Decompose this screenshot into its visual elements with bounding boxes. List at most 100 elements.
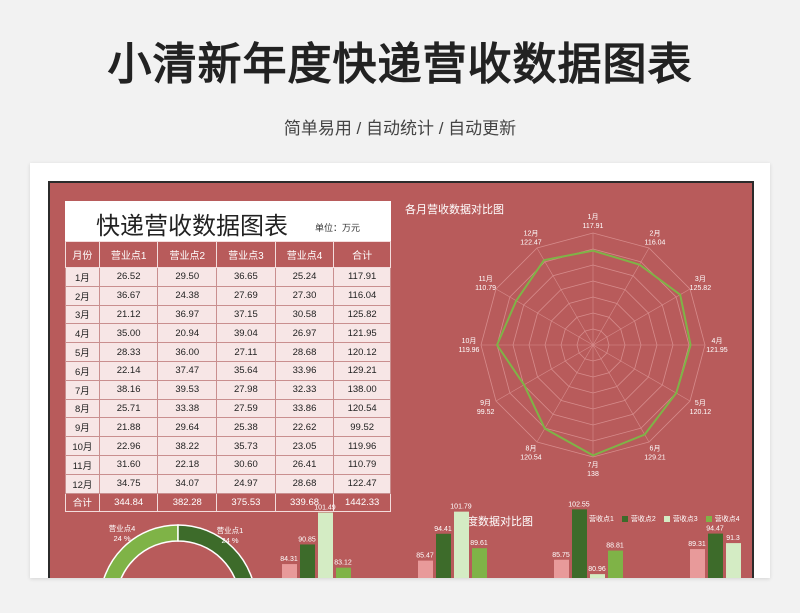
total-cell: 1442.33 (333, 492, 391, 513)
radar-chart-title: 各月营收数据对比图 (405, 204, 504, 216)
value-cell: 33.86 (274, 398, 335, 419)
radar-value-label: 110.79 (475, 285, 496, 292)
month-cell: 3月 (65, 304, 100, 325)
radar-value-label: 121.95 (706, 347, 728, 354)
radar-axis-line (495, 288, 594, 346)
table-title: 快递营收数据图表 (96, 213, 288, 240)
radar-value-label: 120.54 (520, 454, 542, 461)
bar-value-label: 88.81 (606, 543, 624, 550)
value-cell: 27.30 (274, 285, 335, 306)
radar-axis-line (592, 344, 650, 443)
bar (708, 533, 723, 578)
value-cell: 34.07 (157, 473, 218, 494)
table-row: 6月 22.14 37.47 35.64 33.96 129.21 (65, 360, 391, 381)
total-cell: 339.68 (274, 492, 335, 513)
header-point3: 营业点3 (216, 241, 276, 268)
value-cell: 129.21 (333, 360, 391, 381)
value-cell: 33.38 (157, 398, 218, 419)
value-cell: 35.00 (98, 323, 159, 344)
value-cell: 22.62 (274, 417, 335, 438)
donut-slice (177, 524, 253, 578)
bar-value-label: 101.79 (450, 504, 472, 511)
value-cell: 36.65 (216, 267, 276, 287)
value-cell: 138.00 (333, 379, 391, 400)
legend-label: 营收点3 (672, 516, 698, 523)
value-cell: 22.18 (157, 454, 218, 475)
radar-category-label: 8月 (526, 444, 537, 452)
header-point4: 营业点4 (274, 241, 335, 268)
bar (554, 559, 569, 578)
legend-label: 营收点4 (714, 516, 740, 523)
bar (300, 544, 315, 578)
value-cell: 27.69 (216, 285, 276, 306)
donut-label: 营业点1 (217, 525, 244, 535)
bar (454, 511, 469, 578)
bar (282, 564, 297, 578)
table-header-row: 月份 营业点1 营业点2 营业点3 营业点4 合计 (65, 241, 391, 268)
month-cell: 7月 (65, 379, 100, 400)
radar-value-label: 119.96 (459, 347, 480, 354)
total-cell: 382.28 (157, 492, 218, 513)
bar (590, 574, 605, 578)
donut-percent-label: 24 % (113, 534, 130, 543)
value-cell: 117.91 (333, 267, 391, 287)
radar-category-label: 6月 (650, 444, 661, 452)
bar-value-label: 102.55 (568, 501, 590, 508)
radar-value-label: 122.47 (520, 240, 542, 247)
value-cell: 30.58 (274, 304, 335, 325)
header-point1: 营业点1 (98, 241, 159, 268)
bar (572, 509, 587, 578)
legend-item: 营收点2 (621, 514, 656, 524)
radar-value-label: 116.04 (645, 240, 666, 247)
bar-value-label: 89.61 (470, 540, 488, 547)
bar-value-label: 80.96 (588, 566, 606, 573)
month-cell: 8月 (65, 398, 100, 419)
table-total-row: 合计 344.84 382.28 375.53 339.68 1442.33 (65, 492, 391, 513)
radar-value-label: 117.91 (583, 223, 604, 230)
legend-item: 营收点3 (663, 514, 698, 524)
spreadsheet-area: 快递营收数据图表 单位：万元 月份 营业点1 营业点2 营业点3 营业点4 合计… (48, 181, 754, 578)
radar-category-label: 1月 (588, 213, 599, 221)
table-unit: 单位：万元 (314, 223, 360, 233)
donut-label: 营业点4 (109, 523, 136, 533)
month-cell: 5月 (65, 342, 100, 362)
bar-value-label: 90.85 (298, 536, 316, 543)
table-row: 11月 31.60 22.18 30.60 26.41 110.79 (65, 454, 391, 475)
table-row: 1月 26.52 29.50 36.65 25.24 117.91 (65, 267, 391, 287)
charts-svg: 1月 117.91 2月 116.04 3月 125.82 4月 121.95 5月 120.12… (103, 213, 741, 578)
legend-swatch (663, 516, 670, 523)
radar-value-label: 120.12 (690, 409, 712, 416)
bar-value-label: 85.75 (552, 552, 570, 559)
radar-category-label: 11月 (478, 275, 492, 283)
month-cell: 12月 (65, 473, 100, 494)
legend-label: 营收点1 (589, 516, 614, 523)
page-title: 小清新年度快递营收数据图表 (107, 40, 693, 89)
value-cell: 37.15 (216, 304, 276, 325)
bar (318, 512, 333, 578)
radar-category-label: 5月 (695, 399, 706, 407)
value-cell: 36.67 (98, 285, 159, 306)
month-cell: 2月 (65, 285, 100, 306)
bar-value-label: 84.31 (280, 556, 298, 563)
value-cell: 28.33 (98, 342, 159, 362)
legend-label: 营收点2 (630, 516, 656, 523)
value-cell: 29.64 (157, 417, 218, 438)
bar (608, 550, 623, 578)
bar-value-label: 89.31 (688, 541, 706, 548)
header-point2: 营业点2 (157, 241, 218, 268)
value-cell: 36.97 (157, 304, 218, 325)
page-subtitle: 简单易用 / 自动统计 / 自动更新 (283, 119, 517, 138)
value-cell: 120.12 (333, 342, 391, 362)
table-row: 12月 34.75 34.07 24.97 28.68 122.47 (65, 473, 391, 494)
bar (472, 548, 487, 578)
radar-value-label: 99.52 (477, 409, 495, 416)
month-cell: 6月 (65, 360, 100, 381)
bar-value-label: 94.47 (706, 526, 724, 533)
table-row: 4月 35.00 20.94 39.04 26.97 121.95 (65, 323, 391, 344)
radar-value-label: 125.82 (690, 285, 712, 292)
total-cell: 344.84 (98, 492, 159, 513)
value-cell: 35.73 (216, 436, 276, 456)
month-cell: 10月 (65, 436, 100, 456)
radar-axis-line (536, 344, 594, 443)
radar-value-label: 138 (587, 471, 599, 478)
